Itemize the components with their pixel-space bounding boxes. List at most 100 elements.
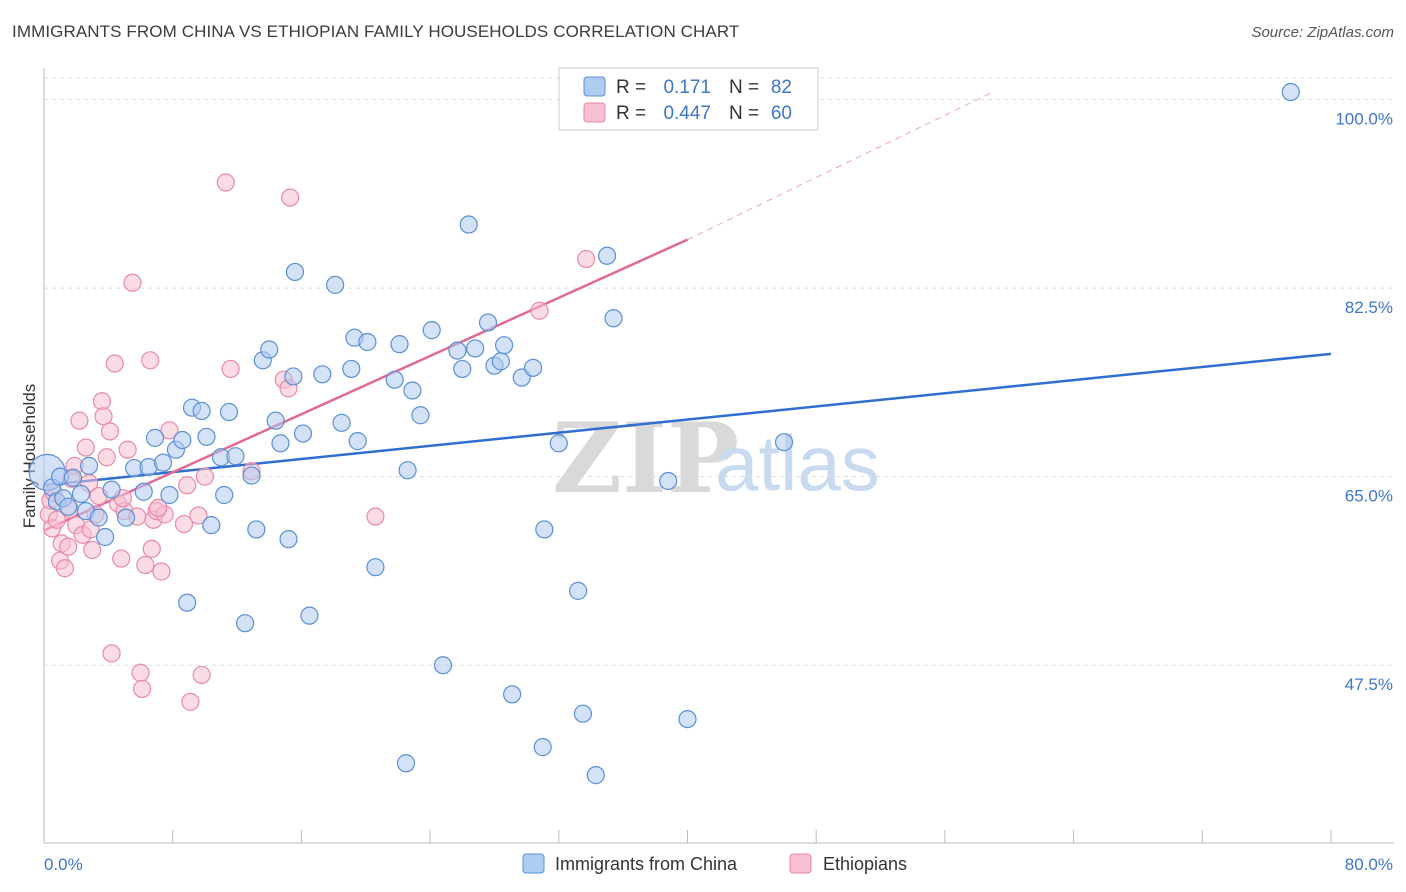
china-point: [358, 332, 377, 352]
eth-trend-line: [43, 238, 689, 532]
china-point: [659, 471, 678, 491]
china-point: [604, 309, 623, 328]
china-point: [79, 456, 99, 475]
china-point: [495, 336, 514, 355]
china-point: [503, 685, 522, 704]
china-point: [348, 432, 367, 451]
ethiopian-points: [39, 173, 596, 711]
eth-point: [192, 665, 211, 685]
china-point: [342, 359, 361, 379]
eth-point: [118, 440, 137, 459]
china-point: [116, 508, 136, 527]
china-point: [398, 461, 417, 480]
china-point: [326, 275, 345, 294]
china-point: [491, 352, 510, 371]
china-point: [219, 402, 239, 422]
grid: [44, 77, 1394, 666]
eth-point: [70, 411, 89, 430]
china-point: [285, 262, 305, 282]
legend-eth-r-value: 0.447: [663, 103, 711, 124]
china-point: [597, 246, 617, 265]
china-point: [533, 738, 552, 757]
y-tick-label: 65.0%: [1345, 487, 1393, 506]
china-point: [433, 656, 453, 675]
china-point: [453, 359, 472, 379]
china-point: [478, 313, 498, 332]
eth-point: [131, 663, 150, 682]
eth-point: [97, 448, 116, 467]
watermark-atlas: atlas: [715, 419, 880, 507]
china-point: [271, 434, 290, 453]
eth-point: [281, 188, 300, 207]
eth-point: [136, 555, 155, 575]
watermark-zip: ZIP: [552, 402, 739, 515]
eth-point: [221, 359, 240, 379]
china-point: [153, 453, 173, 472]
eth-point: [174, 514, 194, 534]
china-points: [28, 82, 1300, 785]
china-point: [226, 447, 245, 466]
china-point: [300, 606, 319, 625]
china-point: [523, 358, 543, 377]
china-point: [89, 508, 108, 527]
china-point: [266, 411, 285, 430]
china-point: [569, 581, 588, 600]
china-point: [96, 527, 115, 547]
legend-china-r-value: 0.171: [663, 77, 711, 98]
china-point: [466, 339, 485, 358]
eth-point: [59, 537, 78, 556]
chart-title: IMMIGRANTS FROM CHINA VS ETHIOPIAN FAMIL…: [12, 22, 740, 41]
y-tick-label: 100.0%: [1335, 110, 1393, 129]
legend-box: R = 0.171 N = 82 R = 0.447 N = 60: [558, 67, 819, 131]
eth-point: [100, 422, 120, 441]
china-point: [396, 754, 416, 773]
china-point: [134, 482, 153, 501]
legend-china-swatch: [583, 76, 606, 97]
china-point: [197, 427, 216, 446]
china-point: [448, 341, 467, 360]
eth-point: [123, 273, 142, 292]
eth-point: [530, 301, 549, 320]
china-point: [1281, 82, 1300, 102]
china-point: [145, 428, 165, 447]
china-trend-line: [43, 352, 1332, 487]
china-point: [774, 433, 794, 452]
china-point: [549, 434, 568, 453]
eth-point: [189, 506, 208, 525]
china-point: [573, 704, 593, 723]
china-point: [279, 530, 298, 549]
china-point: [63, 468, 83, 487]
china-point: [293, 424, 313, 443]
eth-point: [216, 173, 235, 192]
bottom-legend-china-swatch: [522, 853, 545, 874]
china-point: [313, 365, 332, 384]
china-point: [260, 340, 279, 359]
eth-point: [94, 407, 113, 426]
eth-trend-line-extension: [687, 91, 994, 241]
china-point: [390, 335, 409, 354]
china-point: [284, 367, 303, 386]
china-point: [173, 430, 192, 450]
china-point: [160, 485, 179, 505]
eth-point: [83, 540, 102, 560]
china-point: [366, 558, 385, 577]
bottom-legend-eth-label: Ethiopians: [823, 854, 907, 874]
china-point: [71, 484, 91, 504]
eth-point: [152, 562, 171, 581]
y-tick-label: 47.5%: [1345, 675, 1393, 694]
china-point: [102, 480, 121, 499]
bottom-legend: Immigrants from China Ethiopians: [522, 853, 907, 874]
eth-point: [142, 539, 161, 558]
x-tick-label-max: 80.0%: [1345, 855, 1393, 874]
china-point: [459, 215, 478, 234]
china-point: [192, 401, 211, 421]
eth-point: [133, 679, 152, 699]
x-tick-marks: [43, 830, 1332, 843]
bottom-legend-china-label: Immigrants from China: [555, 854, 738, 874]
x-tick-label-min: 0.0%: [44, 855, 83, 874]
eth-point: [76, 438, 95, 457]
eth-point: [149, 498, 168, 518]
china-point: [385, 370, 404, 389]
eth-point: [55, 559, 75, 578]
eth-point: [160, 421, 179, 440]
